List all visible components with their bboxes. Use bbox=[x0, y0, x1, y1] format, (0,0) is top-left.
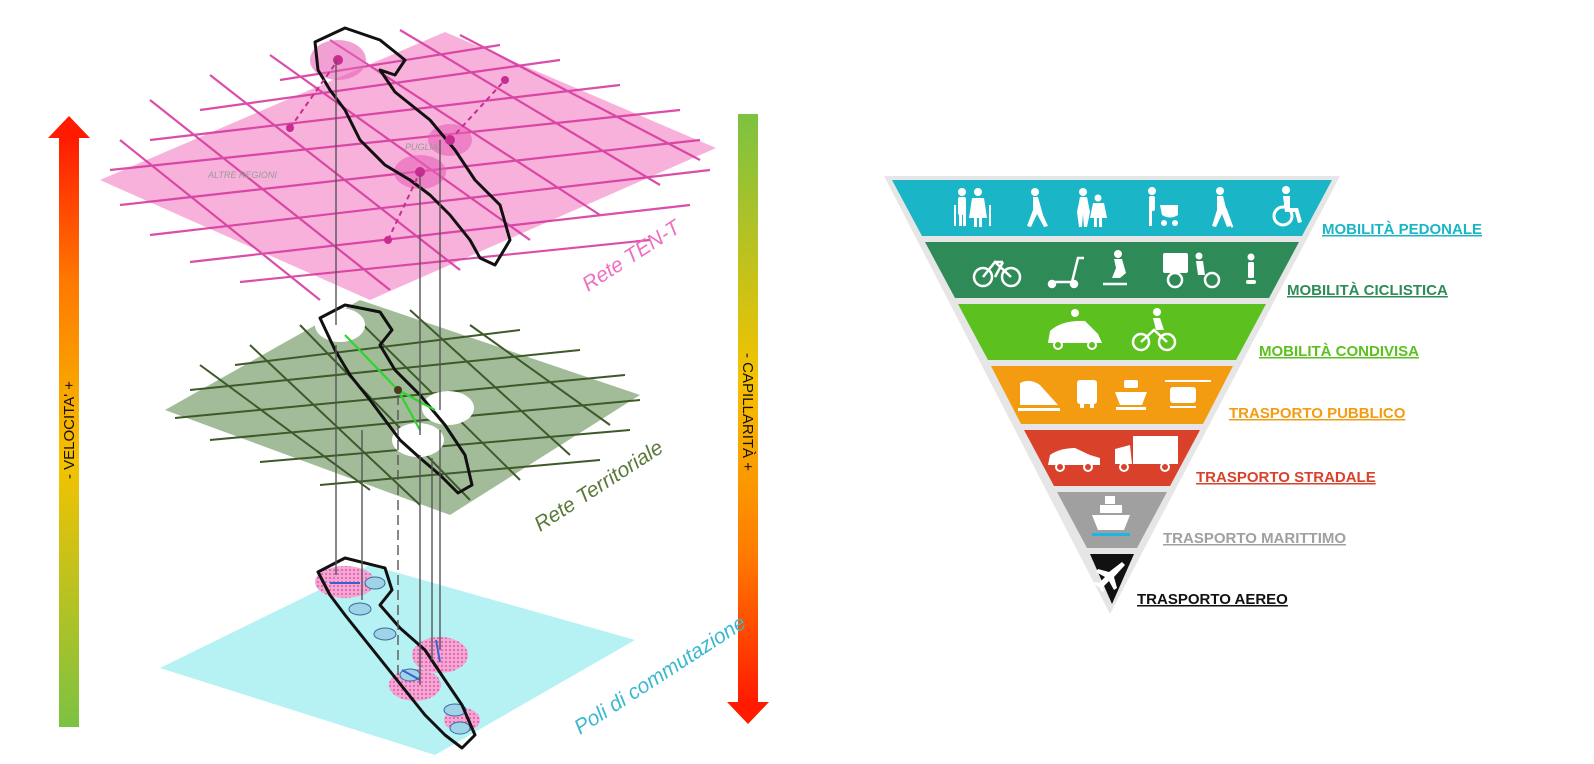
stroller-icon bbox=[1148, 187, 1178, 226]
truck-icon bbox=[1115, 436, 1178, 472]
label-shared: MOBILITÀ CONDIVISA bbox=[1259, 343, 1419, 360]
label-pedestrian: MOBILITÀ PEDONALE bbox=[1322, 221, 1482, 238]
blind-person-icon bbox=[1212, 187, 1234, 228]
other-regions-label: ALTRE REGIONI bbox=[207, 170, 277, 180]
pyramid-level-cycling bbox=[925, 242, 1299, 298]
mobility-pyramid bbox=[884, 176, 1340, 614]
adult-child-icon bbox=[1077, 188, 1107, 227]
shared-car-icon bbox=[1048, 309, 1102, 350]
bicycle-icon bbox=[972, 260, 1022, 288]
layer-ten-t: PUGLIA ALTRE REGIONI Rete TEN-T bbox=[100, 26, 716, 301]
ten-t-layer-label: Rete TEN-T bbox=[578, 215, 686, 296]
train-icon bbox=[1018, 380, 1060, 411]
personal-transporter-icon bbox=[1246, 253, 1256, 284]
scooter-icon bbox=[1047, 256, 1084, 289]
walking-person-icon bbox=[1027, 188, 1048, 227]
car-icon bbox=[1048, 448, 1100, 472]
ship-icon bbox=[1092, 496, 1130, 536]
speed-axis-arrow: - VELOCITA' + bbox=[48, 116, 90, 727]
ferry-icon bbox=[1115, 380, 1147, 410]
shared-bike-icon bbox=[1131, 308, 1177, 352]
label-cycling: MOBILITÀ CICLISTICA bbox=[1287, 282, 1448, 299]
label-public: TRASPORTO PUBBLICO bbox=[1229, 405, 1406, 422]
label-road: TRASPORTO STRADALE bbox=[1196, 469, 1376, 486]
wheelchair-icon bbox=[1272, 186, 1302, 227]
pyramid-level-shared bbox=[958, 304, 1266, 360]
cable-car-icon bbox=[1165, 380, 1211, 408]
airplane-icon bbox=[1094, 562, 1125, 592]
layer-connectors bbox=[335, 60, 441, 685]
label-maritime: TRASPORTO MARITTIMO bbox=[1163, 530, 1346, 547]
layer-territorial: Rete Territoriale bbox=[165, 300, 667, 536]
bus-icon bbox=[1077, 380, 1097, 408]
pyramid-labels: MOBILITÀ PEDONALE MOBILITÀ CICLISTICA MO… bbox=[1137, 221, 1482, 608]
speed-axis-label: - VELOCITA' + bbox=[61, 381, 78, 479]
elderly-couple-icon bbox=[954, 188, 991, 227]
layer-hubs: Poli di commutazione bbox=[160, 556, 750, 755]
puglia-label: PUGLIA bbox=[405, 142, 438, 152]
capillarity-axis-arrow: - CAPILLARITÀ + bbox=[727, 114, 769, 724]
label-air: TRASPORTO AEREO bbox=[1137, 591, 1288, 608]
capillarity-axis-label: - CAPILLARITÀ + bbox=[739, 353, 756, 471]
